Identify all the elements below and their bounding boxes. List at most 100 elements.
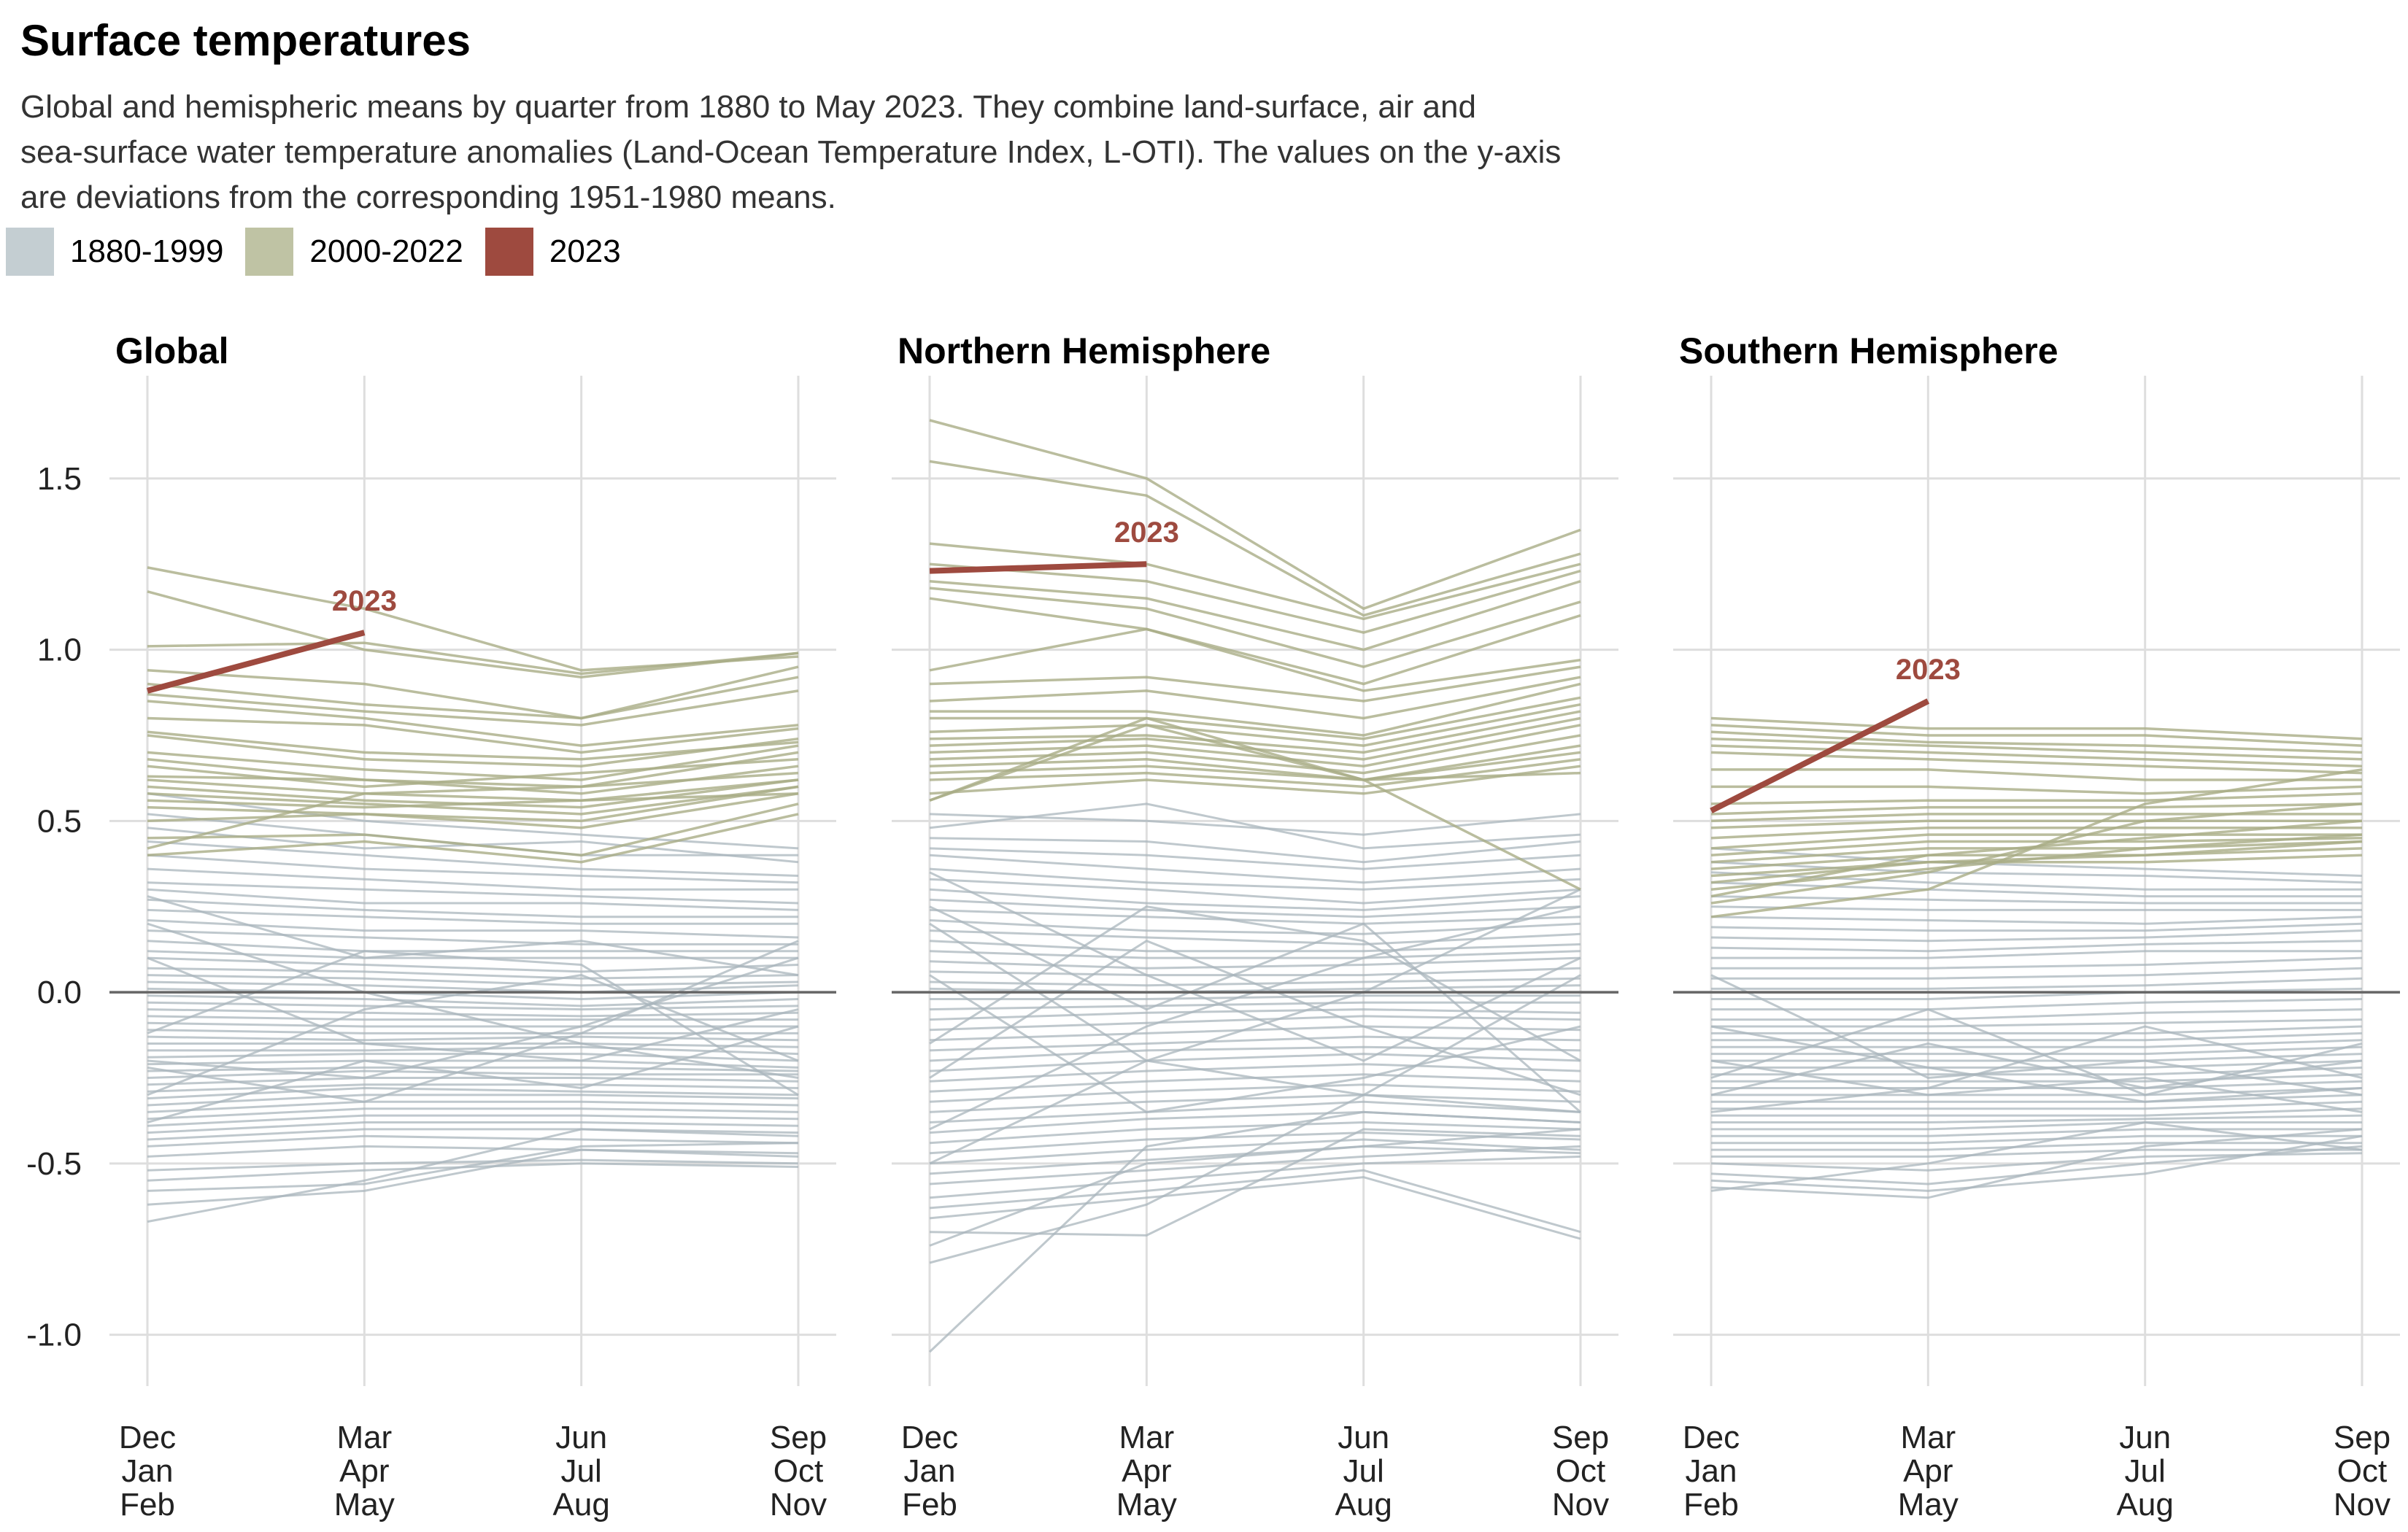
- series-line-1880-1999: [1711, 1059, 2363, 1069]
- series-line-1880-1999: [929, 871, 1581, 1062]
- series-line-1880-1999: [147, 1128, 799, 1223]
- series-line-2000-2022: [1711, 768, 2362, 781]
- x-tick-line: Apr: [339, 1453, 389, 1489]
- x-tick-line: Nov: [770, 1487, 827, 1523]
- series-line-2000-2022: [147, 758, 799, 789]
- series-line-1880-1999: [1710, 1042, 2363, 1096]
- series-line-1880-1999: [147, 974, 799, 987]
- series-line-1880-1999: [929, 837, 1581, 864]
- x-tick-line: Feb: [902, 1487, 957, 1523]
- series-line-2000-2022: [929, 542, 1581, 621]
- x-tick-line: Jan: [904, 1453, 956, 1489]
- legend-swatch-recent: [245, 228, 294, 276]
- series-line-1880-1999: [1711, 1087, 2363, 1096]
- series-line-2000-2022: [1710, 730, 2363, 754]
- x-tick-line: Dec: [1683, 1420, 1740, 1455]
- x-tick-line: May: [1898, 1487, 1959, 1523]
- series-line-1880-1999: [147, 1035, 799, 1042]
- series-line-1880-1999: [147, 980, 799, 994]
- series-line-2023: [146, 630, 366, 694]
- series-line-1880-1999: [1711, 977, 2363, 990]
- series-line-2000-2022: [147, 751, 799, 789]
- series-line-2000-2022: [1710, 837, 2363, 857]
- series-line-2000-2022: [929, 751, 1581, 781]
- series-line-2000-2022: [147, 744, 799, 781]
- series-line-1880-1999: [1711, 956, 2363, 970]
- series-line-1880-1999: [147, 1162, 799, 1182]
- legend-swatch-old: [6, 228, 54, 276]
- series-line-2000-2022: [147, 689, 799, 727]
- series-line-1880-1999: [147, 929, 798, 945]
- series-line-2000-2022: [929, 579, 1581, 651]
- series-line-1880-1999: [147, 994, 799, 1007]
- series-line-1880-1999: [147, 1094, 799, 1107]
- series-line-1880-1999: [1710, 916, 2363, 925]
- series-line-1880-1999: [1710, 922, 2363, 932]
- series-line-1880-1999: [1711, 1066, 2363, 1076]
- panel-northern-hemisphere: Northern Hemisphere 2023 Dec Jan Feb Mar Apr Ma…: [892, 330, 1618, 1523]
- series-line-1880-1999: [1711, 1025, 2363, 1034]
- series-line-1880-1999: [1711, 1107, 2363, 1117]
- series-line-1880-1999: [1711, 950, 2362, 959]
- series-line-1880-1999: [147, 967, 799, 980]
- series-line-1880-1999: [147, 1142, 799, 1192]
- series-line-1880-1999: [147, 987, 799, 1001]
- legend-item-current: 2023: [485, 228, 621, 276]
- series-line-2000-2022: [1710, 854, 2363, 878]
- series-line-1880-1999: [929, 813, 1581, 836]
- series-line-2000-2022: [1710, 847, 2363, 870]
- series-line-1880-1999: [929, 1155, 1581, 1199]
- x-tick-line: Feb: [120, 1487, 175, 1523]
- series-line-1880-1999: [929, 878, 1581, 905]
- legend: 1880-1999 2000-2022 2023: [6, 228, 643, 276]
- series-line-1880-1999: [929, 1008, 1581, 1021]
- series-line-2000-2022: [1710, 802, 2363, 816]
- x-tick-label: Sep Oct Nov: [770, 1420, 827, 1523]
- series-line-1880-1999: [929, 1128, 1581, 1247]
- series-line-2000-2022: [1710, 768, 2363, 918]
- x-tick-line: Aug: [1335, 1487, 1392, 1523]
- x-tick-line: Dec: [901, 1420, 958, 1455]
- series-line-2000-2022: [147, 792, 799, 809]
- series-line-1880-1999: [929, 1045, 1581, 1062]
- legend-item-recent: 2000-2022: [245, 228, 463, 276]
- chart-header: Surface temperatures Global and hemisphe…: [20, 16, 1918, 220]
- series-line-2000-2022: [929, 734, 1581, 775]
- series-line-1880-1999: [929, 1063, 1581, 1083]
- x-tick-line: Mar: [1119, 1420, 1174, 1455]
- x-tick-label: Jun Jul Aug: [2117, 1420, 2174, 1523]
- series-line-2000-2022: [147, 676, 799, 720]
- series-line-1880-1999: [1710, 881, 2362, 898]
- series-line-1880-1999: [1710, 974, 2363, 1096]
- series-line-1880-1999: [147, 940, 798, 953]
- x-tick-label: Jun Jul Aug: [553, 1420, 610, 1523]
- x-tick-line: Nov: [2334, 1487, 2390, 1523]
- series-line-1880-1999: [1710, 871, 2362, 891]
- series-line-1880-1999: [929, 940, 1581, 1096]
- series-line-2000-2022: [929, 758, 1581, 789]
- x-tick-line: Jun: [2119, 1420, 2171, 1455]
- series-line-2000-2022: [1710, 792, 2363, 805]
- panel-southern-hemisphere: Southern Hemisphere 2023 Dec Jan Feb Mar Apr Ma…: [1673, 330, 2400, 1523]
- x-tick-label: Sep Oct Nov: [2334, 1420, 2390, 1523]
- series-line-1880-1999: [147, 1107, 799, 1121]
- series-line-1880-1999: [147, 1128, 799, 1141]
- series-line-2000-2022: [1710, 813, 2362, 823]
- series-line-1880-1999: [1710, 1134, 2363, 1192]
- series-line-1880-1999: [929, 898, 1581, 918]
- x-tick-label: Mar Apr May: [334, 1420, 395, 1523]
- series-line-1880-1999: [1710, 940, 2363, 953]
- series-line-1880-1999: [147, 854, 799, 884]
- x-tick-line: Sep: [1552, 1420, 1609, 1455]
- legend-label-current: 2023: [549, 233, 621, 269]
- series-line-2000-2022: [929, 562, 1581, 634]
- x-tick-line: Feb: [1683, 1487, 1739, 1523]
- series-line-2000-2022: [929, 587, 1581, 668]
- series-line-1880-1999: [929, 1094, 1581, 1113]
- series-line-1880-1999: [1711, 1008, 2363, 1021]
- series-line-1880-1999: [147, 792, 799, 850]
- series-line-1880-1999: [929, 940, 1581, 953]
- series-line-1880-1999: [147, 898, 798, 918]
- series-line-1880-1999: [929, 974, 1581, 1113]
- series-line-1880-1999: [929, 888, 1581, 911]
